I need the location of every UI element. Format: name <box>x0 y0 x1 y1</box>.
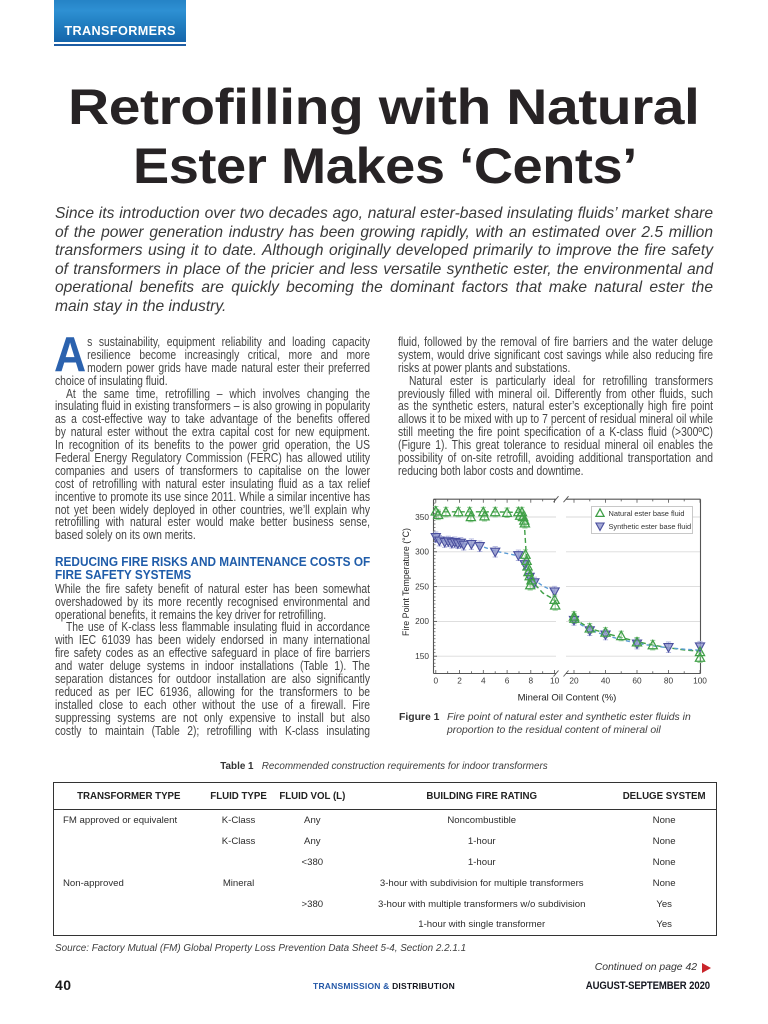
svg-text:Natural ester base fluid: Natural ester base fluid <box>609 509 685 518</box>
svg-text:150: 150 <box>415 651 429 661</box>
svg-text:0: 0 <box>433 676 438 686</box>
svg-text:2: 2 <box>457 676 462 686</box>
svg-text:20: 20 <box>569 676 579 686</box>
svg-text:80: 80 <box>664 676 674 686</box>
svg-text:250: 250 <box>415 581 429 591</box>
svg-text:4: 4 <box>481 676 486 686</box>
svg-text:40: 40 <box>601 676 611 686</box>
svg-text:8: 8 <box>528 676 533 686</box>
svg-text:Fire Point Temperature (°C): Fire Point Temperature (°C) <box>401 528 411 636</box>
svg-text:6: 6 <box>505 676 510 686</box>
svg-text:200: 200 <box>415 616 429 626</box>
svg-text:350: 350 <box>415 512 429 522</box>
svg-text:10: 10 <box>550 676 560 686</box>
svg-text:60: 60 <box>632 676 642 686</box>
svg-text:Mineral Oil Content (%): Mineral Oil Content (%) <box>518 693 617 704</box>
svg-text:Synthetic ester base fluid: Synthetic ester base fluid <box>609 522 692 531</box>
svg-text:100: 100 <box>693 676 707 686</box>
svg-text:300: 300 <box>415 547 429 557</box>
